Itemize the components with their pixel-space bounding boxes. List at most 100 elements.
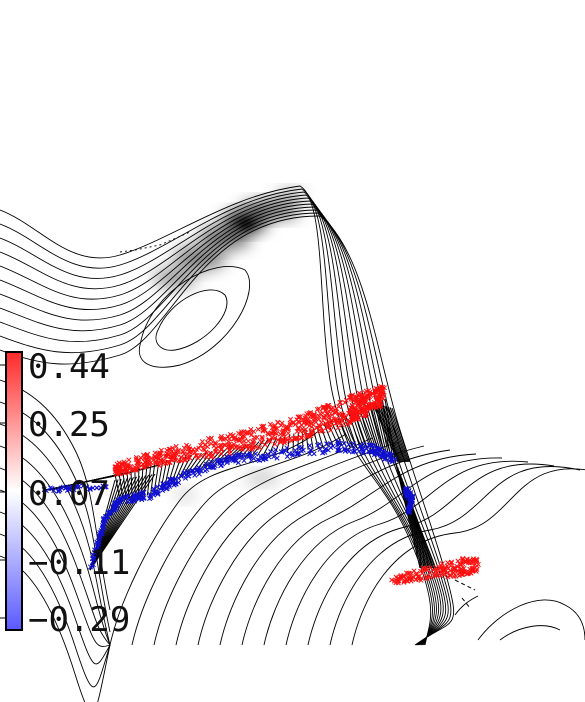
red-x-marker <box>250 439 256 445</box>
red-x-marker <box>157 460 163 466</box>
red-x-marker <box>359 446 365 452</box>
red-x-marker <box>146 455 152 462</box>
link-line <box>114 473 121 501</box>
contour-line <box>153 437 373 646</box>
link-line <box>395 463 422 569</box>
red-x-marker <box>274 425 280 432</box>
red-x-marker <box>313 425 319 431</box>
red-x-marker <box>163 460 169 466</box>
blue-x-markers <box>41 438 416 570</box>
red-x-marker <box>303 426 309 433</box>
red-x-marker <box>453 573 459 579</box>
red-x-marker <box>80 483 86 489</box>
contour-line <box>0 445 111 646</box>
red-x-marker <box>382 456 389 462</box>
red-x-marker <box>97 535 103 541</box>
red-x-marker <box>272 450 278 456</box>
red-x-marker <box>136 462 142 468</box>
red-x-marker <box>333 416 339 422</box>
red-x-marker <box>457 561 463 567</box>
red-x-marker <box>93 547 99 553</box>
red-x-marker <box>407 573 413 579</box>
red-x-marker <box>341 441 347 447</box>
contour-line <box>285 460 529 646</box>
red-x-marker <box>172 455 178 462</box>
red-x-marker <box>199 439 205 445</box>
colorbar: 0.44 0.25 0.07 −0.11 −0.29 <box>0 347 130 640</box>
red-x-marker <box>376 394 382 400</box>
red-x-marker <box>376 403 382 409</box>
contour-line <box>0 209 449 646</box>
red-x-marker <box>362 390 368 396</box>
red-x-marker <box>90 485 96 491</box>
red-x-marker <box>263 456 269 462</box>
red-x-marker <box>321 404 327 410</box>
red-x-marker <box>413 572 419 578</box>
contour-line <box>119 231 191 253</box>
red-x-marker <box>193 452 199 458</box>
red-x-marker <box>241 438 247 444</box>
red-x-marker <box>251 455 257 462</box>
red-x-marker <box>252 451 259 457</box>
red-x-marker <box>176 447 182 453</box>
red-x-marker <box>87 564 94 570</box>
red-x-marker <box>324 441 330 447</box>
red-x-marker <box>225 444 231 451</box>
red-x-marker <box>295 451 301 457</box>
red-x-marker <box>336 403 342 410</box>
red-x-marker <box>401 579 407 585</box>
red-x-marker <box>349 403 355 409</box>
red-x-marker <box>427 574 433 580</box>
red-x-marker <box>408 490 414 496</box>
red-x-marker <box>233 458 239 464</box>
red-x-marker <box>91 555 97 561</box>
red-x-marker <box>222 442 228 448</box>
red-x-marker <box>362 413 368 419</box>
red-x-marker <box>274 455 280 461</box>
red-x-marker <box>406 505 412 512</box>
red-x-marker <box>212 440 218 446</box>
red-x-marker <box>328 427 334 433</box>
red-x-marker <box>411 568 417 574</box>
red-x-marker <box>170 477 176 483</box>
red-x-marker <box>298 444 305 451</box>
red-x-marker <box>328 441 334 447</box>
red-x-marker <box>259 424 265 430</box>
red-x-marker <box>63 485 69 491</box>
red-x-marker <box>131 498 138 504</box>
red-x-marker <box>171 482 177 488</box>
red-x-marker <box>193 446 199 452</box>
red-x-marker <box>282 425 288 431</box>
red-x-marker <box>444 570 450 576</box>
red-x-marker <box>135 457 141 463</box>
red-x-marker <box>202 468 208 474</box>
contour-line <box>241 453 477 646</box>
red-x-marker <box>164 481 170 487</box>
red-x-marker <box>176 458 182 464</box>
red-x-marker <box>296 414 302 420</box>
red-x-marker <box>232 455 238 461</box>
red-x-marker <box>296 444 302 450</box>
red-x-marker <box>253 444 259 450</box>
link-line <box>384 398 396 461</box>
red-x-marker <box>160 487 166 493</box>
red-x-marker <box>348 396 354 402</box>
link-line <box>454 579 476 591</box>
red-x-marker <box>405 578 411 584</box>
red-x-marker <box>336 447 343 453</box>
contour-line <box>155 289 228 351</box>
red-x-marker <box>204 450 210 456</box>
red-x-marker <box>189 449 195 455</box>
red-x-marker <box>313 416 319 422</box>
red-x-marker <box>335 447 341 453</box>
red-x-marker <box>236 430 242 437</box>
link-line <box>371 401 399 463</box>
red-x-marker <box>158 447 164 453</box>
link-line <box>305 429 309 450</box>
red-x-marker <box>363 405 370 412</box>
red-x-marker <box>271 454 277 460</box>
link-line <box>378 403 403 463</box>
red-x-marker <box>107 509 113 516</box>
red-x-marker <box>160 457 167 463</box>
red-x-marker <box>231 441 237 447</box>
